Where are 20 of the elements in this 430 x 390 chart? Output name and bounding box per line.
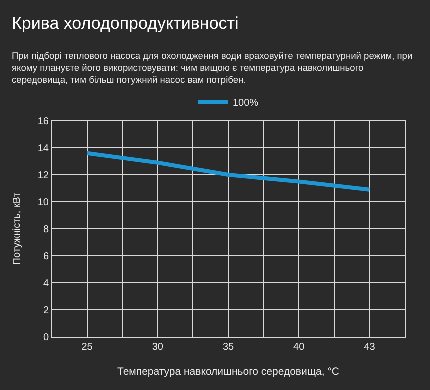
x-tick-label: 35 (222, 342, 234, 353)
y-tick-label: 14 (38, 144, 50, 154)
y-tick-label: 2 (43, 306, 50, 316)
x-tick-label: 43 (364, 342, 376, 353)
y-axis-title: Потужність, кВт (12, 192, 23, 266)
legend-label: 100% (233, 98, 259, 110)
y-tick-label: 6 (43, 252, 50, 262)
line-series (85, 151, 372, 192)
y-tick-label: 16 (38, 116, 50, 128)
chart-subtitle: При підборі теплового насоса для охолодження води враховуйте температурний режим, при якому плануєте його використовувати: чим вищою є температура навколишнього середовища, тим більш потужний насос вам потрібен. (12, 51, 413, 86)
y-tick-label: 8 (43, 224, 50, 236)
x-tick-label: 30 (152, 342, 164, 353)
y-tick-label: 10 (38, 198, 50, 208)
x-axis-title: Температура навколишнього середовища, °C (118, 366, 340, 378)
x-tick-label: 40 (294, 342, 306, 353)
y-tick-label: 12 (38, 170, 50, 182)
chart-title: Крива холодопродуктивності (12, 14, 239, 33)
x-tick-label: 25 (82, 342, 94, 353)
y-tick-label: 0 (43, 332, 50, 344)
y-tick-label: 4 (43, 278, 50, 290)
